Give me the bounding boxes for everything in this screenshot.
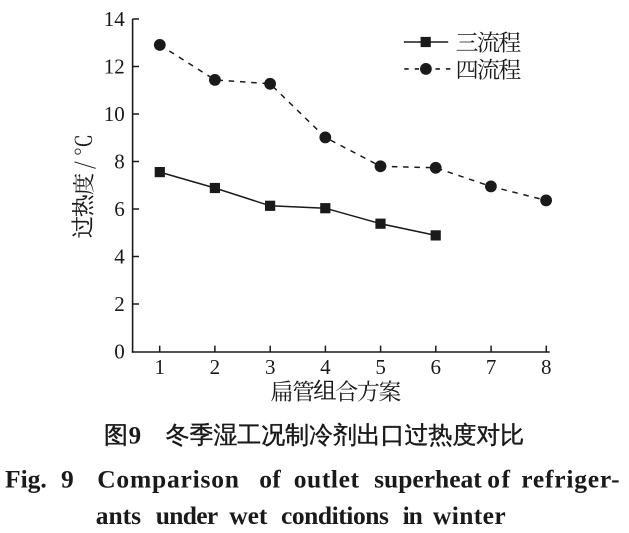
svg-text:9: 9 [129,422,142,449]
svg-text:6: 6 [114,197,125,221]
svg-text:12: 12 [104,54,125,78]
svg-text:14: 14 [104,7,126,31]
svg-text:10: 10 [104,102,125,126]
svg-text:winter: winter [433,501,506,530]
svg-text:Comparison: Comparison [97,465,240,494]
svg-text:refriger-: refriger- [521,465,620,494]
svg-text:5: 5 [375,355,386,379]
svg-text:0: 0 [114,339,125,363]
svg-text:wet: wet [229,501,268,530]
svg-text:6: 6 [431,355,442,379]
svg-text:4: 4 [114,244,125,268]
svg-text:3: 3 [265,355,276,379]
svg-text:2: 2 [114,292,125,316]
svg-text:4: 4 [320,355,331,379]
svg-text:9: 9 [61,465,74,494]
svg-text:1: 1 [154,355,165,379]
svg-text:2: 2 [210,355,221,379]
svg-text:Fig.: Fig. [5,465,47,494]
svg-text:ants: ants [96,501,141,530]
svg-text:of: of [487,465,511,494]
svg-text:8: 8 [541,355,552,379]
svg-text:of: of [259,465,281,494]
svg-text:superheat: superheat [374,465,482,494]
svg-text:conditions: conditions [281,501,389,530]
svg-text:outlet: outlet [294,465,360,494]
svg-text:8: 8 [114,149,125,173]
svg-text:under: under [156,501,218,530]
svg-text:in: in [403,501,423,530]
svg-text:7: 7 [486,355,497,379]
